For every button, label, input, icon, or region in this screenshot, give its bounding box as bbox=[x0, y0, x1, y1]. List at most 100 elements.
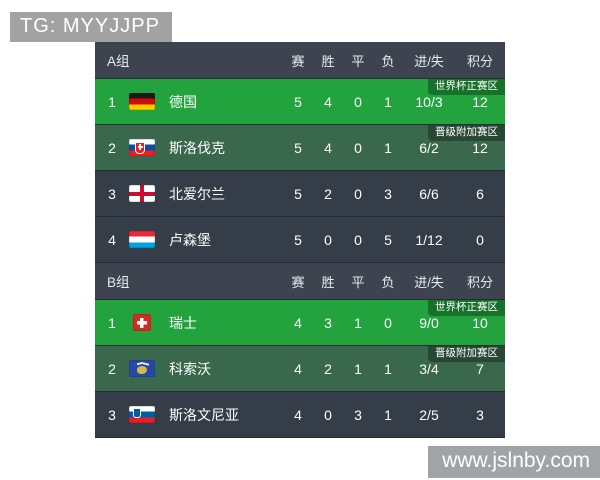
stat-draw: 0 bbox=[354, 231, 362, 248]
stat-loss: 3 bbox=[384, 185, 392, 202]
stat-played: 5 bbox=[294, 185, 302, 202]
stat-played: 5 bbox=[294, 139, 302, 156]
group-header-row-A组: A组 赛胜平负 进/失 积分 bbox=[95, 42, 505, 79]
stat-loss: 1 bbox=[384, 139, 392, 156]
stat-points: 3 bbox=[476, 406, 484, 423]
standings-table: A组赛胜平负进/失 积分 1 德国 5 4 0 1 10/3 12 世界杯正赛区 2 斯洛伐克 5 4 0 1 6… bbox=[95, 42, 505, 438]
stat-goals: 3/4 bbox=[419, 360, 439, 377]
column-label-5: 积分 bbox=[466, 274, 493, 290]
ch-flag-icon bbox=[133, 314, 151, 331]
team-name: 斯洛文尼亚 bbox=[169, 406, 239, 423]
rank-number: 4 bbox=[108, 231, 116, 248]
stat-goals: 6/2 bbox=[419, 139, 439, 156]
team-row-de: 1 德国 5 4 0 1 10/3 12 世界杯正赛区 bbox=[95, 79, 505, 125]
ni-flag-icon bbox=[129, 185, 155, 202]
zone-badge: 晋级附加赛区 bbox=[428, 125, 505, 141]
team-row-lu: 4 卢森堡 5 0 0 5 1/12 0 bbox=[95, 217, 505, 263]
stat-played: 4 bbox=[294, 314, 302, 331]
si-flag-icon bbox=[129, 406, 155, 423]
column-label-4: 进/失 bbox=[414, 53, 444, 69]
stat-win: 3 bbox=[324, 314, 332, 331]
column-label-1: 胜 bbox=[321, 53, 335, 69]
telegram-contact-badge: TG: MYYJJPP bbox=[10, 12, 172, 42]
group-header-row-B组: B组 赛胜平负 进/失 积分 bbox=[95, 263, 505, 300]
stat-points: 6 bbox=[476, 185, 484, 202]
stat-loss: 0 bbox=[384, 314, 392, 331]
flag-cell bbox=[129, 314, 159, 331]
stat-loss: 1 bbox=[384, 360, 392, 377]
stat-loss: 5 bbox=[384, 231, 392, 248]
stat-loss: 1 bbox=[384, 93, 392, 110]
column-label-3: 负 bbox=[381, 53, 395, 69]
column-label-4: 进/失 bbox=[414, 274, 444, 290]
rank-number: 2 bbox=[108, 139, 116, 156]
stat-draw: 0 bbox=[354, 185, 362, 202]
stat-win: 4 bbox=[324, 139, 332, 156]
flag-cell bbox=[129, 139, 159, 156]
stat-goals: 2/5 bbox=[419, 406, 439, 423]
stat-goals: 1/12 bbox=[415, 231, 443, 248]
stat-win: 0 bbox=[324, 231, 332, 248]
team-name: 斯洛伐克 bbox=[169, 139, 225, 156]
column-label-2: 平 bbox=[351, 274, 365, 290]
stat-played: 5 bbox=[294, 93, 302, 110]
stat-played: 4 bbox=[294, 360, 302, 377]
team-name: 北爱尔兰 bbox=[169, 185, 225, 202]
xk-flag-icon bbox=[129, 360, 155, 377]
team-name: 科索沃 bbox=[169, 360, 211, 377]
stat-goals: 10/3 bbox=[415, 93, 443, 110]
stat-points: 10 bbox=[472, 314, 488, 331]
flag-cell bbox=[129, 360, 159, 377]
stat-draw: 1 bbox=[354, 360, 362, 377]
flag-cell bbox=[129, 406, 159, 423]
stat-loss: 1 bbox=[384, 406, 392, 423]
stat-draw: 0 bbox=[354, 93, 362, 110]
column-label-3: 负 bbox=[381, 274, 395, 290]
de-flag-icon bbox=[129, 93, 155, 110]
stat-draw: 0 bbox=[354, 139, 362, 156]
stat-draw: 1 bbox=[354, 314, 362, 331]
team-name: 瑞士 bbox=[169, 314, 197, 331]
rank-number: 1 bbox=[108, 314, 116, 331]
stat-played: 5 bbox=[294, 231, 302, 248]
stat-win: 4 bbox=[324, 93, 332, 110]
team-row-si: 3 斯洛文尼亚 4 0 3 1 2/5 3 bbox=[95, 392, 505, 438]
website-url-badge: www.jslnby.com bbox=[428, 446, 600, 478]
team-row-sk: 2 斯洛伐克 5 4 0 1 6/2 12 晋级附加赛区 bbox=[95, 125, 505, 171]
stat-points: 7 bbox=[476, 360, 484, 377]
sk-flag-icon bbox=[129, 139, 155, 156]
stat-win: 0 bbox=[324, 406, 332, 423]
flag-cell bbox=[129, 231, 159, 248]
stat-points: 12 bbox=[472, 93, 488, 110]
team-name: 德国 bbox=[169, 93, 197, 110]
stat-played: 4 bbox=[294, 406, 302, 423]
rank-number: 2 bbox=[108, 360, 116, 377]
team-row-ni: 3 北爱尔兰 5 2 0 3 6/6 6 bbox=[95, 171, 505, 217]
rank-number: 3 bbox=[108, 406, 116, 423]
rank-number: 1 bbox=[108, 93, 116, 110]
column-label-1: 胜 bbox=[321, 274, 335, 290]
column-label-0: 赛 bbox=[291, 274, 305, 290]
stat-goals: 6/6 bbox=[419, 185, 439, 202]
stat-win: 2 bbox=[324, 360, 332, 377]
team-row-xk: 2 科索沃 4 2 1 1 3/4 7 晋级附加赛区 bbox=[95, 346, 505, 392]
zone-badge: 世界杯正赛区 bbox=[428, 79, 505, 95]
stat-win: 2 bbox=[324, 185, 332, 202]
stat-points: 0 bbox=[476, 231, 484, 248]
zone-badge: 晋级附加赛区 bbox=[428, 346, 505, 362]
team-row-ch: 1 瑞士 4 3 1 0 9/0 10 世界杯正赛区 bbox=[95, 300, 505, 346]
stat-draw: 3 bbox=[354, 406, 362, 423]
rank-number: 3 bbox=[108, 185, 116, 202]
zone-badge: 世界杯正赛区 bbox=[428, 300, 505, 316]
lu-flag-icon bbox=[129, 231, 155, 248]
flag-cell bbox=[129, 185, 159, 202]
team-name: 卢森堡 bbox=[169, 231, 211, 248]
group-name-label: A组 bbox=[107, 54, 130, 69]
column-label-0: 赛 bbox=[291, 53, 305, 69]
column-label-5: 积分 bbox=[466, 53, 493, 69]
stat-points: 12 bbox=[472, 139, 488, 156]
flag-cell bbox=[129, 93, 159, 110]
stat-goals: 9/0 bbox=[419, 314, 439, 331]
column-label-2: 平 bbox=[351, 53, 365, 69]
group-name-label: B组 bbox=[107, 275, 130, 290]
